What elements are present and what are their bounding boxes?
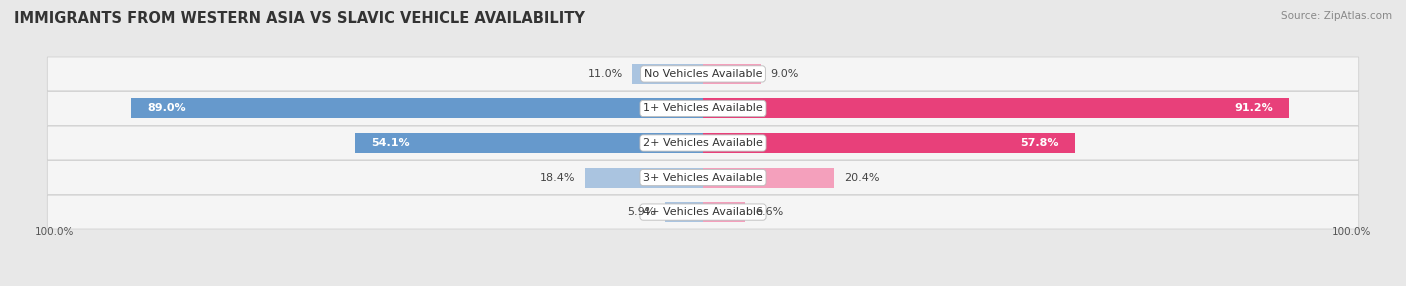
Text: 11.0%: 11.0% [588,69,623,79]
Text: 1+ Vehicles Available: 1+ Vehicles Available [643,104,763,114]
Text: 3+ Vehicles Available: 3+ Vehicles Available [643,172,763,182]
FancyBboxPatch shape [48,195,1358,229]
Text: 89.0%: 89.0% [148,104,186,114]
Text: 6.6%: 6.6% [755,207,783,217]
Text: 54.1%: 54.1% [371,138,411,148]
Bar [703,168,834,188]
Bar [356,133,703,153]
Text: 4+ Vehicles Available: 4+ Vehicles Available [643,207,763,217]
Text: 100.0%: 100.0% [35,227,75,237]
Text: 100.0%: 100.0% [1331,227,1371,237]
Text: 20.4%: 20.4% [844,172,879,182]
Bar [703,64,761,84]
Text: 5.9%: 5.9% [627,207,655,217]
Text: Source: ZipAtlas.com: Source: ZipAtlas.com [1281,11,1392,21]
Text: 2+ Vehicles Available: 2+ Vehicles Available [643,138,763,148]
FancyBboxPatch shape [48,92,1358,125]
Bar [703,133,1074,153]
Bar [633,64,703,84]
FancyBboxPatch shape [48,57,1358,91]
Text: No Vehicles Available: No Vehicles Available [644,69,762,79]
Bar [703,202,745,222]
Text: 91.2%: 91.2% [1234,104,1272,114]
Text: 57.8%: 57.8% [1019,138,1059,148]
Text: 18.4%: 18.4% [540,172,575,182]
FancyBboxPatch shape [48,126,1358,160]
Bar [131,98,703,118]
Bar [585,168,703,188]
Text: 9.0%: 9.0% [770,69,799,79]
FancyBboxPatch shape [48,161,1358,194]
Bar [703,98,1289,118]
Text: IMMIGRANTS FROM WESTERN ASIA VS SLAVIC VEHICLE AVAILABILITY: IMMIGRANTS FROM WESTERN ASIA VS SLAVIC V… [14,11,585,26]
Bar [665,202,703,222]
